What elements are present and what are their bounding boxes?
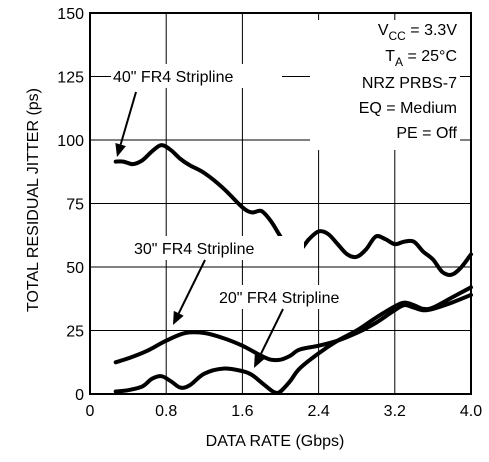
condition-vcc: VCC = 3.3V	[378, 22, 457, 43]
series-30in-stripline	[113, 292, 473, 365]
conditions-background	[310, 20, 460, 150]
arrow-30-icon	[173, 259, 206, 325]
y-tick-label: 75	[66, 197, 84, 214]
x-tick-label: 0	[86, 403, 95, 420]
series-20in-stripline	[113, 285, 473, 395]
y-tick-label: 25	[66, 324, 84, 341]
annotation-40-bg	[111, 64, 282, 88]
condition-eq: EQ = Medium	[359, 100, 457, 117]
tick-labels: 0 0.8 1.6 2.4 3.2 4.0 0 25 50 75 100 125 150	[57, 6, 482, 420]
annotation-20: 20" FR4 Stripline	[219, 290, 340, 307]
annotation-20-bg	[216, 285, 386, 309]
arrow-20-icon	[254, 308, 284, 368]
annotation-30-bg	[132, 236, 304, 260]
test-conditions: VCC = 3.3V TA = 25°C NRZ PRBS-7 EQ = Medium…	[310, 20, 460, 150]
series-40in-stripline	[113, 143, 473, 277]
x-tick-label: 1.6	[231, 403, 253, 420]
series-annotations: 40" FR4 Stripline 30" FR4 Stripline 20" …	[111, 64, 386, 368]
x-tick-label: 3.2	[384, 403, 406, 420]
x-tick-label: 0.8	[155, 403, 177, 420]
x-tick-label: 2.4	[307, 403, 329, 420]
y-axis-label: TOTAL RESIDUAL JITTER (ps)	[25, 88, 42, 312]
annotation-arrows	[115, 91, 284, 368]
x-tick-label: 4.0	[460, 403, 482, 420]
y-tick-label: 125	[57, 70, 84, 87]
plot-frame	[89, 12, 472, 395]
condition-pe: PE = Off	[396, 125, 457, 142]
x-axis-label: DATA RATE (Gbps)	[206, 433, 345, 450]
annotation-30: 30" FR4 Stripline	[134, 241, 255, 258]
series-lines	[113, 143, 473, 395]
condition-pattern: NRZ PRBS-7	[362, 75, 457, 92]
y-tick-label: 100	[57, 133, 84, 150]
arrow-40-icon	[115, 91, 137, 157]
y-tick-label: 0	[75, 387, 84, 404]
y-tick-label: 50	[66, 260, 84, 277]
y-tick-label: 150	[57, 6, 84, 23]
condition-ta: TA = 25°C	[385, 48, 457, 69]
annotation-40: 40" FR4 Stripline	[113, 69, 234, 86]
